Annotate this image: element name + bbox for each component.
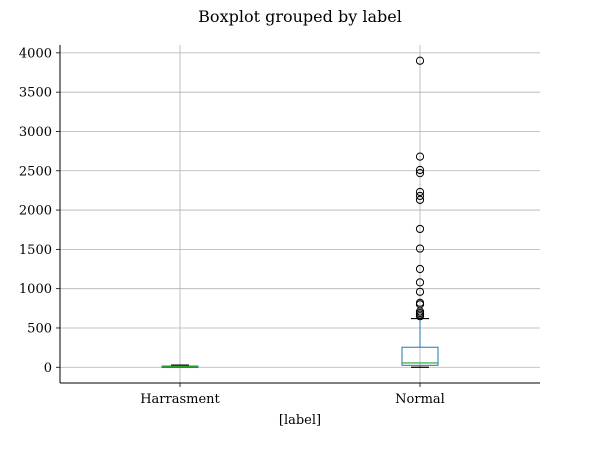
outlier-point [415, 195, 425, 204]
x-tick-label: Harrasment [140, 392, 220, 407]
y-tick-label: 2500 [19, 164, 52, 179]
chart-title: Boxplot grouped by label [198, 7, 402, 26]
box-group-harrasment [161, 364, 199, 369]
outlier-point [415, 56, 425, 65]
outlier-point [415, 169, 425, 178]
y-tick-label: 3000 [19, 125, 52, 140]
grid-layer [60, 45, 540, 383]
y-tick-label: 500 [27, 321, 52, 336]
outlier-point [415, 187, 425, 197]
outlier-point [415, 165, 425, 175]
axis-layer [59, 45, 540, 384]
box-layer [161, 56, 439, 369]
x-tick-label: Normal [395, 392, 445, 407]
y-tick-label: 4000 [19, 46, 52, 61]
box-group-normal [401, 56, 439, 368]
outlier-point [415, 278, 425, 287]
y-tick-label: 0 [44, 361, 52, 376]
outlier-point [415, 287, 425, 296]
outlier-point [415, 244, 425, 253]
outlier-point [415, 152, 425, 161]
outlier-point [415, 224, 425, 234]
x-axis-label: [label] [279, 413, 321, 428]
outlier-point [415, 298, 425, 307]
iqr-box [401, 346, 439, 366]
outlier-point [415, 264, 425, 274]
y-tick-label: 3500 [19, 86, 52, 101]
y-tick-label: 1500 [19, 243, 52, 258]
outlier-point [415, 191, 425, 201]
y-tick-label: 1000 [19, 282, 52, 297]
tick-layer: 0 500 1000 1500 2000 2500 3000 3500 4000 Harrasme… [19, 46, 445, 407]
y-tick-label: 2000 [19, 204, 52, 219]
